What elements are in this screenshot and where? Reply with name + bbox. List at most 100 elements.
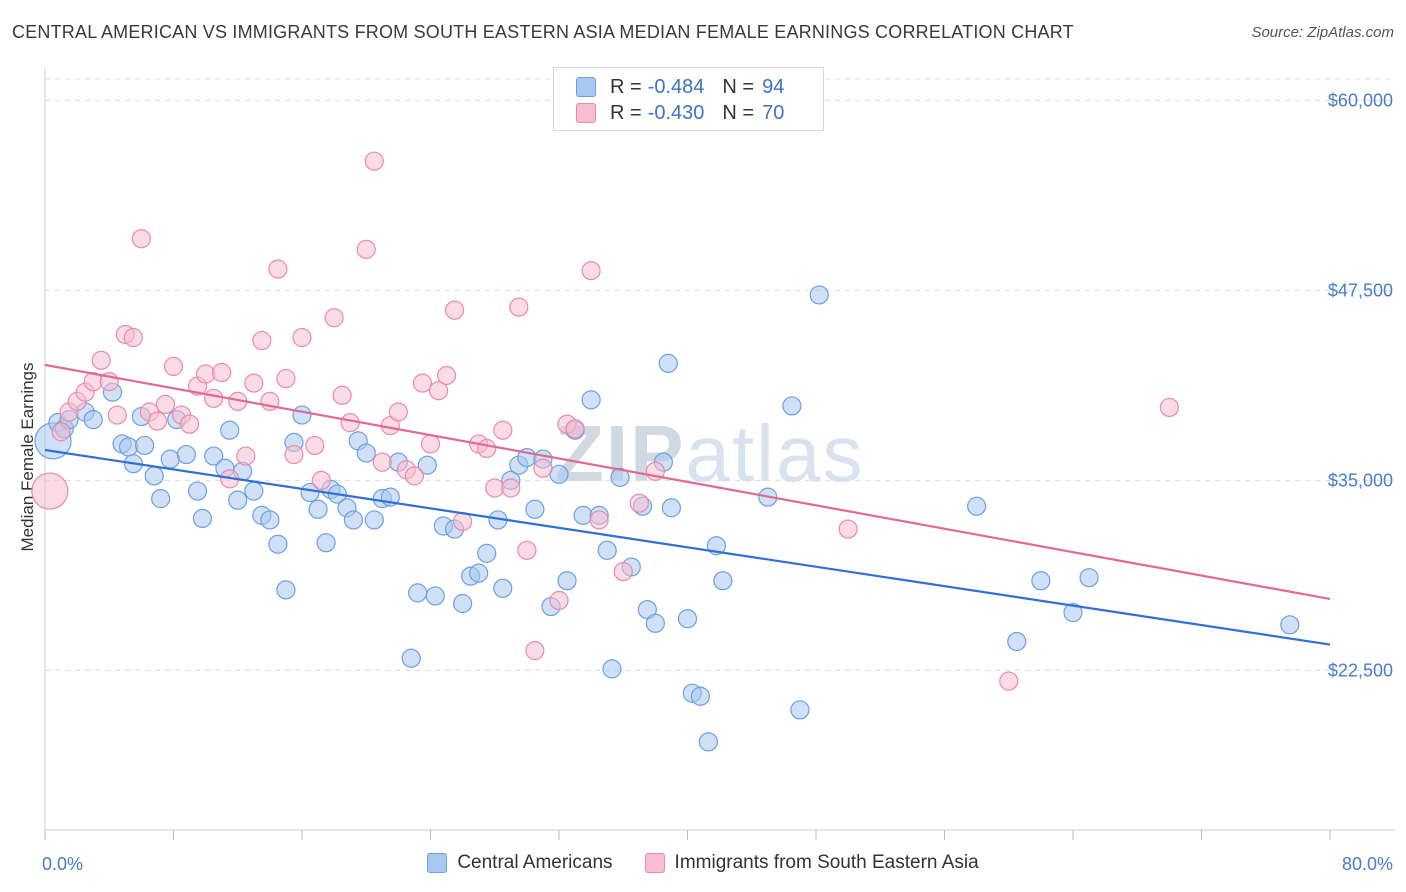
stats-legend-row-sea: R = -0.430 N = 70 <box>576 101 784 125</box>
data-point <box>244 373 264 393</box>
data-point <box>501 478 521 498</box>
data-point <box>565 419 585 439</box>
series-swatch-central <box>427 853 448 873</box>
data-point <box>356 239 376 259</box>
legend-r-label: R = <box>610 101 642 124</box>
data-point <box>364 151 384 171</box>
data-point <box>436 365 457 386</box>
data-point <box>549 590 569 611</box>
data-point <box>316 533 336 553</box>
series-swatch-sea <box>644 853 665 873</box>
data-point <box>236 446 256 466</box>
y-tick-label: $22,500 <box>1328 660 1393 680</box>
data-point <box>557 571 577 591</box>
series-legend-item-sea[interactable]: Immigrants from South Eastern Asia <box>644 852 979 874</box>
x-tick-label-end: 80.0% <box>1342 854 1393 874</box>
data-point <box>698 732 718 752</box>
chart-title: CENTRAL AMERICAN VS IMMIGRANTS FROM SOUT… <box>12 22 1074 42</box>
data-point <box>412 373 433 393</box>
data-point <box>212 362 232 383</box>
data-point <box>573 505 593 525</box>
data-point <box>332 385 352 405</box>
data-point <box>658 353 678 373</box>
data-point <box>268 534 288 554</box>
data-point <box>613 561 633 582</box>
data-point <box>677 609 698 629</box>
data-point <box>31 472 69 510</box>
series-legend-label: Central Americans <box>457 852 613 873</box>
data-point <box>1031 571 1051 591</box>
data-point <box>477 438 497 459</box>
source-label: Source: ZipAtlas.com <box>1251 24 1394 41</box>
data-point <box>1007 631 1027 652</box>
legend-r-value: -0.430 <box>647 101 705 124</box>
data-point <box>602 659 622 679</box>
data-point <box>713 571 733 591</box>
data-point <box>292 327 312 348</box>
series-legend-label: Immigrants from South Eastern Asia <box>674 852 979 873</box>
data-point <box>284 444 304 465</box>
data-point <box>790 700 810 720</box>
data-point <box>549 464 569 484</box>
data-point <box>123 327 143 348</box>
data-point <box>131 229 151 249</box>
data-point <box>228 490 248 510</box>
data-point <box>469 563 489 583</box>
data-point <box>192 508 213 529</box>
data-point <box>428 381 449 401</box>
data-point <box>204 388 224 408</box>
data-point <box>581 390 601 410</box>
data-point <box>176 444 196 465</box>
data-point <box>525 641 545 661</box>
data-point <box>276 580 296 600</box>
data-point <box>187 481 208 501</box>
data-point <box>268 259 288 279</box>
data-point <box>356 443 376 463</box>
data-point <box>809 285 829 305</box>
data-point <box>260 510 280 530</box>
legend-r-label: R = <box>610 75 642 98</box>
legend-n-value: 70 <box>762 101 785 124</box>
data-point <box>517 540 537 560</box>
data-point <box>292 405 312 425</box>
y-axis-label: Median Female Earnings <box>18 363 37 552</box>
data-point <box>589 510 609 530</box>
data-point <box>597 540 617 560</box>
data-point <box>179 414 200 434</box>
data-point <box>308 499 328 519</box>
data-point <box>204 446 224 466</box>
data-point <box>404 466 425 486</box>
y-tick-label: $35,000 <box>1328 470 1393 490</box>
data-point <box>107 405 127 425</box>
series-legend: Central Americans Immigrants from South … <box>0 852 1406 874</box>
data-point <box>244 481 264 501</box>
series-legend-item-central[interactable]: Central Americans <box>427 852 613 874</box>
data-point <box>252 330 272 351</box>
trend-line <box>44 363 1331 601</box>
data-point <box>311 470 331 490</box>
stats-legend-row-central: R = -0.484 N = 94 <box>576 75 784 99</box>
data-point <box>83 410 103 430</box>
data-point <box>525 499 545 519</box>
x-tick-label-start: 0.0% <box>42 854 83 874</box>
legend-swatch-central <box>576 77 596 97</box>
data-point <box>417 455 437 475</box>
data-point <box>1159 397 1179 418</box>
data-point <box>91 350 111 370</box>
data-point <box>690 686 710 706</box>
data-point <box>999 671 1019 691</box>
data-point <box>155 394 176 414</box>
data-point <box>276 368 296 389</box>
data-point <box>420 434 441 454</box>
data-point <box>493 420 513 440</box>
data-point <box>324 308 344 328</box>
data-point <box>1280 615 1300 635</box>
data-point <box>477 543 497 563</box>
legend-n-value: 94 <box>762 75 785 98</box>
data-point <box>485 478 505 498</box>
data-point <box>151 489 171 509</box>
data-point <box>838 519 858 539</box>
data-point <box>372 452 392 472</box>
data-point <box>144 466 164 486</box>
